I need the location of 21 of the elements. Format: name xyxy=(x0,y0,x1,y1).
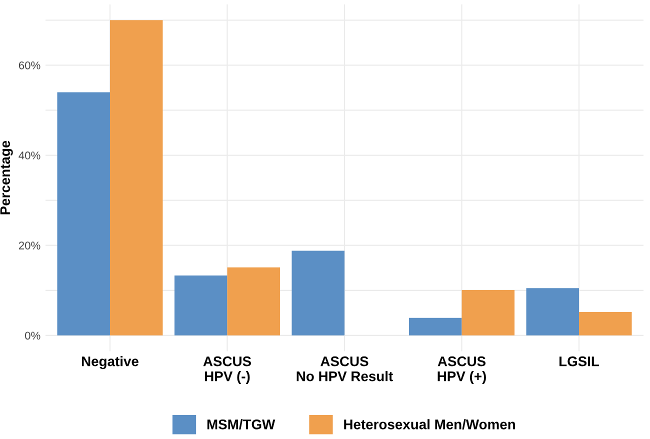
x-tick-label: LGSIL xyxy=(559,356,600,366)
bar xyxy=(110,20,163,336)
legend-label: Heterosexual Men/Women xyxy=(344,419,515,430)
bar xyxy=(292,250,344,336)
x-tick-label: ASCUS HPV (+) xyxy=(438,356,486,384)
bar xyxy=(526,288,580,336)
bar xyxy=(57,92,110,336)
bar xyxy=(174,276,228,336)
bar xyxy=(408,318,462,336)
y-tick-label: 0% xyxy=(25,332,40,340)
bar xyxy=(462,290,515,336)
y-tick-label: 20% xyxy=(18,242,40,250)
y-axis-title: Percentage xyxy=(0,140,13,214)
x-tick-label: ASCUS No HPV Result xyxy=(296,356,393,382)
y-tick-label: 40% xyxy=(18,152,40,160)
x-tick-label: Negative xyxy=(82,356,138,370)
y-tick-label: 60% xyxy=(18,61,40,70)
x-tick-label: ASCUS HPV (-) xyxy=(203,356,252,384)
bar xyxy=(227,267,280,336)
legend-label: MSM/TGW xyxy=(207,419,276,430)
bar xyxy=(579,312,632,336)
